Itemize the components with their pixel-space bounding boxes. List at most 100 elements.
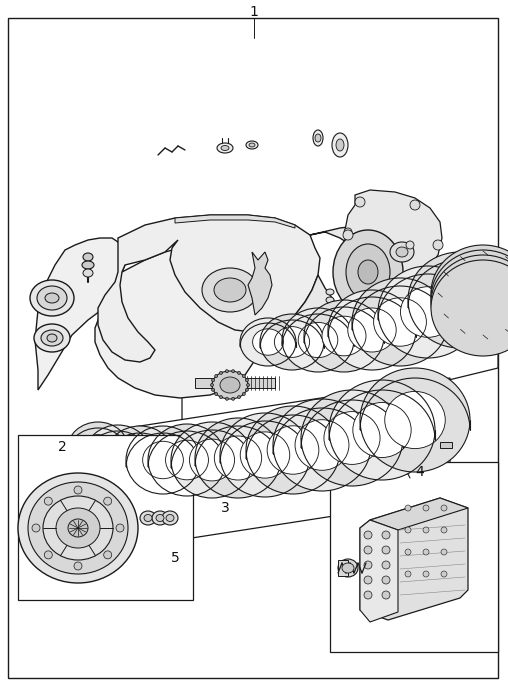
Polygon shape [267, 426, 319, 474]
Circle shape [104, 551, 112, 559]
Polygon shape [295, 420, 349, 471]
Ellipse shape [338, 559, 358, 577]
Polygon shape [98, 215, 320, 362]
Circle shape [32, 524, 40, 532]
Circle shape [44, 497, 52, 505]
Polygon shape [260, 314, 324, 370]
Polygon shape [85, 425, 151, 485]
Circle shape [215, 374, 218, 378]
Polygon shape [400, 287, 456, 337]
Ellipse shape [30, 280, 74, 316]
Polygon shape [240, 318, 296, 347]
Text: 5: 5 [171, 551, 179, 565]
Ellipse shape [212, 371, 248, 399]
Ellipse shape [18, 473, 138, 583]
Circle shape [405, 505, 411, 511]
Ellipse shape [431, 260, 508, 356]
Ellipse shape [156, 515, 164, 522]
Circle shape [405, 571, 411, 577]
Polygon shape [345, 190, 442, 282]
Polygon shape [166, 440, 208, 480]
Polygon shape [143, 441, 183, 479]
Polygon shape [105, 426, 175, 490]
Circle shape [242, 392, 245, 396]
Circle shape [74, 486, 82, 494]
Ellipse shape [326, 289, 334, 295]
Polygon shape [81, 435, 115, 465]
Circle shape [441, 527, 447, 533]
Circle shape [441, 549, 447, 555]
Ellipse shape [83, 253, 93, 261]
Ellipse shape [342, 563, 354, 573]
Circle shape [382, 561, 390, 569]
Polygon shape [260, 314, 324, 348]
Polygon shape [282, 308, 354, 346]
Circle shape [116, 524, 124, 532]
Circle shape [423, 549, 429, 555]
Polygon shape [352, 278, 448, 330]
Circle shape [343, 230, 353, 240]
Ellipse shape [37, 286, 67, 310]
Polygon shape [189, 439, 235, 481]
Polygon shape [348, 308, 396, 352]
Polygon shape [298, 323, 338, 358]
Polygon shape [148, 424, 226, 496]
Circle shape [405, 549, 411, 555]
Polygon shape [240, 318, 296, 366]
Bar [440, 442, 452, 448]
Ellipse shape [202, 268, 258, 312]
Ellipse shape [313, 130, 323, 146]
Circle shape [215, 392, 218, 396]
Circle shape [410, 200, 420, 210]
Bar [18, 435, 193, 600]
Circle shape [382, 546, 390, 554]
Circle shape [411, 301, 419, 309]
Polygon shape [67, 422, 129, 456]
Circle shape [212, 378, 214, 382]
Ellipse shape [82, 261, 94, 269]
Polygon shape [121, 440, 159, 475]
Ellipse shape [431, 245, 508, 341]
Text: 4: 4 [416, 465, 424, 479]
Ellipse shape [140, 511, 156, 525]
Polygon shape [214, 436, 262, 480]
Polygon shape [385, 391, 445, 449]
Circle shape [433, 240, 443, 250]
Polygon shape [220, 413, 310, 463]
Circle shape [364, 546, 372, 554]
Circle shape [441, 571, 447, 577]
Polygon shape [360, 498, 468, 620]
Polygon shape [328, 290, 416, 370]
Circle shape [104, 497, 112, 505]
Polygon shape [171, 422, 253, 468]
Ellipse shape [166, 515, 174, 522]
Circle shape [382, 591, 390, 599]
Ellipse shape [431, 250, 508, 346]
Circle shape [364, 561, 372, 569]
Polygon shape [148, 424, 226, 467]
Ellipse shape [249, 143, 255, 147]
Circle shape [405, 527, 411, 533]
Polygon shape [282, 308, 354, 372]
Polygon shape [67, 422, 129, 478]
Polygon shape [295, 225, 418, 322]
Polygon shape [360, 368, 470, 430]
Polygon shape [298, 328, 322, 348]
Polygon shape [408, 252, 508, 308]
Polygon shape [85, 425, 151, 461]
Polygon shape [171, 422, 253, 498]
Ellipse shape [45, 293, 59, 303]
Ellipse shape [396, 247, 408, 257]
Polygon shape [273, 399, 371, 491]
Polygon shape [82, 378, 450, 555]
Circle shape [382, 576, 390, 584]
Ellipse shape [358, 260, 378, 284]
Circle shape [344, 228, 352, 236]
Circle shape [212, 388, 214, 391]
Circle shape [364, 591, 372, 599]
Polygon shape [126, 426, 200, 467]
Polygon shape [175, 215, 295, 228]
Polygon shape [105, 426, 175, 465]
Circle shape [406, 241, 414, 249]
Circle shape [382, 531, 390, 539]
